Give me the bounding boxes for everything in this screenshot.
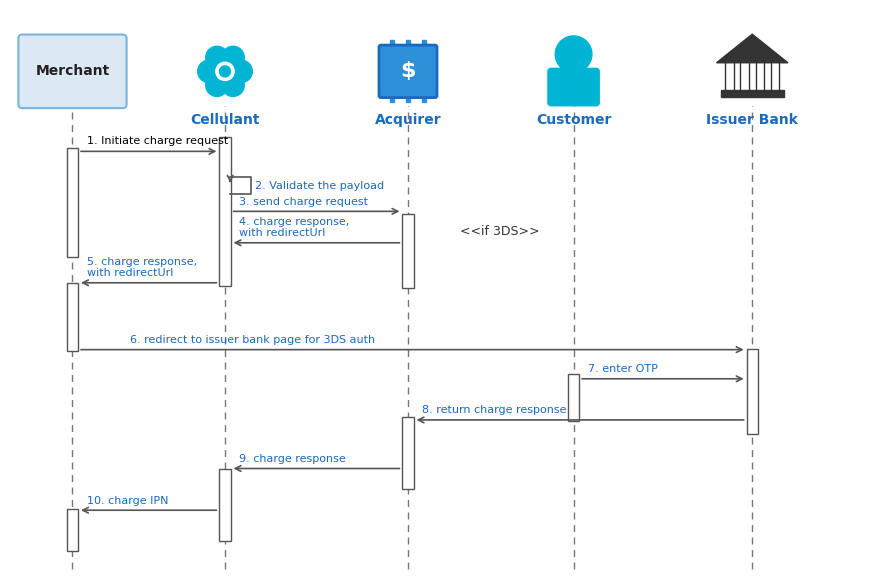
- Text: Merchant: Merchant: [35, 65, 110, 78]
- Bar: [422, 96, 426, 103]
- Circle shape: [555, 36, 592, 73]
- Text: 3. send charge request: 3. send charge request: [239, 197, 368, 207]
- Bar: [390, 40, 395, 47]
- Text: 6. redirect to issuer bank page for 3DS auth: 6. redirect to issuer bank page for 3DS …: [131, 335, 375, 345]
- Circle shape: [206, 46, 228, 69]
- FancyBboxPatch shape: [379, 45, 437, 98]
- Bar: [390, 96, 395, 103]
- Circle shape: [222, 74, 245, 96]
- Bar: [67, 283, 78, 351]
- FancyBboxPatch shape: [548, 69, 599, 106]
- Bar: [746, 349, 758, 434]
- Bar: [67, 508, 78, 552]
- Text: Customer: Customer: [536, 113, 611, 127]
- Text: 7. enter OTP: 7. enter OTP: [588, 364, 658, 374]
- Bar: [721, 90, 783, 97]
- Circle shape: [222, 46, 245, 69]
- Bar: [756, 59, 765, 90]
- Text: Acquirer: Acquirer: [374, 113, 441, 127]
- Circle shape: [230, 60, 253, 83]
- Circle shape: [219, 66, 231, 77]
- Bar: [67, 148, 78, 257]
- Text: 5. charge response,
with redirectUrl: 5. charge response, with redirectUrl: [87, 257, 197, 278]
- Bar: [568, 374, 579, 421]
- Polygon shape: [717, 34, 788, 63]
- Circle shape: [206, 74, 228, 96]
- FancyBboxPatch shape: [18, 35, 126, 108]
- Bar: [422, 40, 426, 47]
- Text: 8. return charge response: 8. return charge response: [423, 406, 567, 415]
- Text: Issuer Bank: Issuer Bank: [706, 113, 798, 127]
- Bar: [403, 417, 414, 489]
- Bar: [406, 96, 410, 103]
- Text: 9. charge response: 9. charge response: [239, 454, 346, 464]
- Bar: [403, 214, 414, 288]
- Bar: [771, 59, 780, 90]
- Bar: [219, 469, 231, 541]
- Text: Cellulant: Cellulant: [190, 113, 260, 127]
- Bar: [740, 59, 749, 90]
- Text: 1. Initiate charge request: 1. Initiate charge request: [87, 136, 228, 145]
- Text: $: $: [400, 61, 416, 81]
- Text: 2. Validate the payload: 2. Validate the payload: [255, 181, 385, 190]
- Bar: [219, 137, 231, 286]
- Text: 4. charge response,
with redirectUrl: 4. charge response, with redirectUrl: [239, 216, 350, 238]
- Text: <<if 3DS>>: <<if 3DS>>: [460, 225, 539, 238]
- Circle shape: [216, 62, 234, 81]
- Text: 10. charge IPN: 10. charge IPN: [87, 496, 168, 505]
- Bar: [725, 59, 734, 90]
- Circle shape: [197, 60, 220, 83]
- Bar: [406, 40, 410, 47]
